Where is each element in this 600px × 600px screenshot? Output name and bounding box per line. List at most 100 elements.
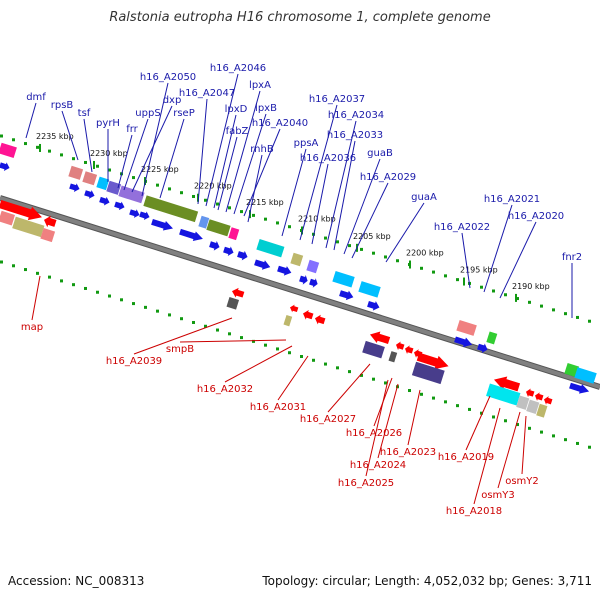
reverse-gene-block (526, 399, 540, 415)
forward-gene-label: pyrH (96, 118, 120, 129)
forward-gene-label: h16_A2036 (300, 153, 356, 164)
reverse-gene-arrow (0, 199, 42, 221)
forward-label-leader (61, 110, 79, 161)
lower-tick-dot (48, 275, 51, 279)
forward-gene-arrow (209, 241, 220, 251)
upper-tick-dot (12, 138, 15, 142)
forward-gene-label: dmf (26, 92, 46, 103)
upper-tick-dot (60, 153, 63, 157)
forward-gene-label: h16_A2029 (360, 172, 416, 183)
lower-tick-dot (264, 343, 267, 347)
lower-tick-dot (96, 290, 99, 294)
forward-gene-label: rseP (173, 108, 195, 119)
forward-gene-arrow (309, 278, 318, 288)
reverse-gene-label: h16_A2019 (438, 452, 494, 463)
forward-gene-label: lpxB (255, 103, 277, 114)
lower-tick-dot (144, 305, 147, 309)
reverse-gene-label: h16_A2039 (106, 356, 162, 367)
upper-tick-dot (324, 236, 327, 240)
reverse-gene-label: smpB (166, 344, 194, 355)
lower-tick-dot (228, 332, 231, 336)
forward-label-leader (205, 73, 239, 207)
forward-gene-block (574, 367, 597, 384)
forward-label-leader (311, 163, 329, 245)
kbp-tick-label: 2205 kbp (353, 232, 391, 241)
reverse-gene-arrow (232, 287, 245, 298)
upper-tick-dot (516, 297, 519, 301)
lower-tick-dot (252, 339, 255, 343)
upper-tick-dot (48, 149, 51, 153)
upper-tick-dot (492, 289, 495, 293)
reverse-gene-label: osmY3 (481, 490, 515, 501)
forward-gene-label: lpxA (249, 80, 271, 91)
forward-label-leader (225, 90, 261, 213)
forward-label-leader (483, 204, 513, 293)
lower-tick-dot (168, 313, 171, 317)
reverse-label-leader (277, 355, 309, 401)
forward-gene-arrow (0, 162, 10, 171)
forward-label-leader (83, 118, 93, 173)
forward-gene-label: rnhB (250, 144, 274, 155)
lower-tick-dot (504, 419, 507, 423)
forward-label-leader (461, 232, 471, 289)
reverse-label-leader (31, 275, 41, 321)
forward-gene-label: fnr2 (562, 252, 582, 263)
lower-tick-dot (312, 358, 315, 362)
forward-gene-block (118, 185, 145, 204)
forward-gene-label: h16_A2033 (327, 130, 383, 141)
lower-tick-dot (288, 351, 291, 355)
reverse-gene-block (0, 210, 16, 226)
upper-tick-dot (288, 225, 291, 229)
reverse-gene-arrow (526, 388, 535, 398)
lower-tick-dot (156, 309, 159, 313)
forward-gene-label: guaA (411, 192, 437, 203)
forward-gene-block (82, 171, 98, 186)
reverse-gene-label: h16_A2025 (338, 478, 394, 489)
lower-tick-dot (432, 396, 435, 400)
topology-text: Topology: circular; Length: 4,052,032 bp… (262, 574, 592, 588)
upper-tick-dot (156, 183, 159, 187)
reverse-gene-arrow (315, 314, 326, 325)
forward-gene-block (256, 239, 285, 258)
upper-tick-dot (372, 251, 375, 255)
upper-tick-dot (180, 191, 183, 195)
reverse-gene-label: h16_A2023 (380, 447, 436, 458)
forward-gene-label: h16_A2046 (210, 63, 266, 74)
forward-gene-block (228, 227, 240, 241)
lower-tick-dot (564, 438, 567, 442)
upper-tick-dot (204, 198, 207, 202)
reverse-gene-arrow (494, 376, 521, 392)
reverse-label-leader (133, 317, 233, 355)
reverse-gene-arrow (290, 304, 299, 313)
forward-gene-label: h16_A2034 (328, 110, 384, 121)
forward-gene-block (0, 142, 17, 159)
forward-gene-arrow (69, 183, 80, 192)
map-title: Ralstonia eutropha H16 chromosome 1, com… (109, 10, 491, 25)
forward-gene-arrow (254, 259, 271, 270)
lower-tick-dot (60, 279, 63, 283)
reverse-gene-arrow (405, 345, 414, 354)
reverse-label-leader (497, 411, 521, 489)
reverse-gene-block (411, 361, 445, 385)
forward-label-leader (325, 120, 357, 249)
reverse-label-leader (407, 389, 421, 446)
forward-label-leader (233, 113, 267, 215)
reverse-gene-arrow (416, 352, 449, 370)
upper-tick-dot (432, 270, 435, 274)
forward-label-leader (159, 118, 185, 199)
lower-tick-dot (276, 347, 279, 351)
kbp-tick-label: 2190 kbp (512, 282, 550, 291)
lower-tick-dot (132, 302, 135, 306)
reverse-gene-block (226, 297, 240, 310)
upper-tick-dot (84, 160, 87, 164)
upper-tick-dot (360, 247, 363, 251)
forward-label-leader (217, 136, 238, 211)
forward-gene-arrow (367, 301, 380, 311)
forward-gene-label: h16_A2050 (140, 72, 196, 83)
upper-tick-dot (480, 285, 483, 289)
lower-tick-dot (180, 317, 183, 321)
upper-tick-dot (108, 168, 111, 172)
forward-gene-block (306, 259, 320, 274)
reverse-gene-arrow (544, 396, 553, 405)
